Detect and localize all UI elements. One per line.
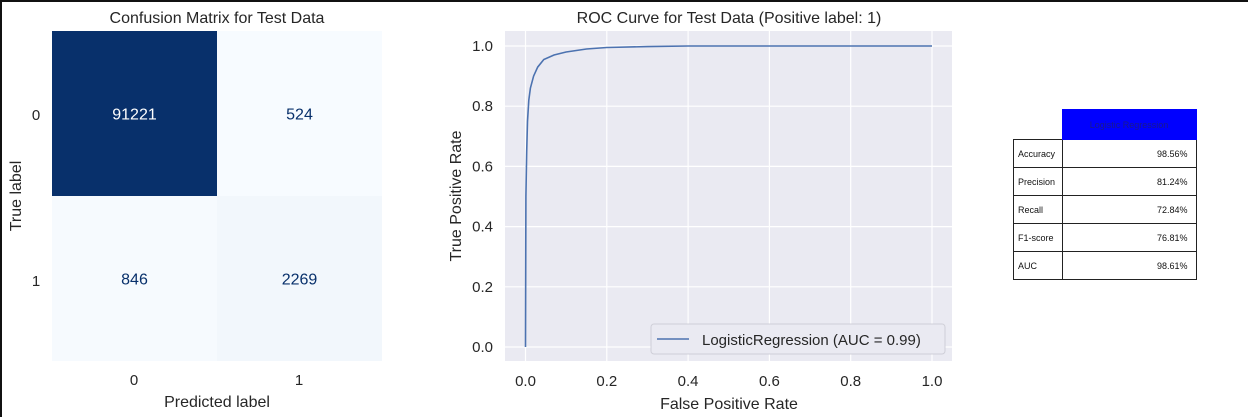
roc-ytick-1: 0.2 — [472, 279, 493, 296]
metric-label: AUC — [1013, 251, 1063, 280]
cm-value-0-1: 524 — [286, 107, 313, 124]
table-row: F1-score 76.81% — [1013, 223, 1197, 252]
window-border-left — [0, 0, 2, 417]
cm-cell-0-1 — [217, 31, 382, 196]
window-border-top — [0, 0, 1248, 2]
roc-ytick-0: 0.0 — [472, 339, 493, 356]
cm-cell-1-0 — [52, 196, 217, 361]
metric-label: Accuracy — [1013, 139, 1063, 168]
roc-ytick-5: 1.0 — [472, 38, 493, 55]
roc-xlabel: False Positive Rate — [660, 396, 798, 413]
roc-ytick-2: 0.4 — [472, 219, 493, 236]
cm-value-0-0: 91221 — [112, 107, 157, 124]
table-row: Accuracy 98.56% — [1013, 139, 1197, 168]
cm-ylabel: True label — [8, 161, 25, 232]
roc-series-line — [524, 45, 932, 348]
roc-xtick-2: 0.4 — [678, 373, 699, 390]
metric-value: 76.81% — [1061, 223, 1197, 252]
cm-cell-0-0 — [52, 31, 217, 196]
confusion-matrix-title: Confusion Matrix for Test Data — [110, 10, 325, 27]
metrics-header-row: Logistic Regression — [1014, 109, 1197, 140]
roc-ylabel: True Positive Rate — [448, 130, 465, 261]
roc-xtick-4: 0.8 — [840, 373, 861, 390]
cm-xtick-1: 1 — [295, 372, 303, 389]
table-row: AUC 98.61% — [1013, 251, 1197, 280]
roc-ytick-3: 0.6 — [472, 158, 493, 175]
cm-cell-1-1 — [217, 196, 382, 361]
roc-legend: LogisticRegression (AUC = 0.99) — [650, 323, 946, 355]
cm-xlabel: Predicted label — [164, 394, 270, 411]
metrics-table: Logistic Regression Accuracy 98.56% Prec… — [1013, 109, 1197, 280]
metrics-corner-cell — [1014, 110, 1063, 140]
metric-value: 98.56% — [1061, 139, 1197, 168]
roc-xtick-3: 0.6 — [759, 373, 780, 390]
roc-ytick-4: 0.8 — [472, 98, 493, 115]
cm-value-1-0: 846 — [121, 272, 148, 289]
confusion-matrix: Confusion Matrix for Test Data 91221 524 8… — [8, 10, 382, 411]
cm-ytick-0: 0 — [32, 107, 40, 124]
charts-canvas: Confusion Matrix for Test Data 91221 524 8… — [8, 10, 952, 413]
cm-ytick-1: 1 — [32, 273, 40, 290]
metric-label: F1-score — [1013, 223, 1063, 252]
cm-xtick-0: 0 — [130, 372, 138, 389]
metric-value: 81.24% — [1061, 167, 1197, 196]
metric-label: Precision — [1013, 167, 1063, 196]
metrics-header-cell: Logistic Regression — [1061, 109, 1197, 140]
roc-xtick-1: 0.2 — [596, 373, 617, 390]
table-row: Precision 81.24% — [1013, 167, 1197, 196]
legend-box — [650, 323, 946, 355]
roc-xtick-5: 1.0 — [922, 373, 943, 390]
legend-label: LogisticRegression (AUC = 0.99) — [702, 332, 921, 349]
roc-plot-area — [505, 31, 952, 361]
table-row: Recall 72.84% — [1013, 195, 1197, 224]
roc-chart: ROC Curve for Test Data (Positive label:… — [448, 10, 952, 413]
roc-xtick-0: 0.0 — [515, 373, 536, 390]
roc-title: ROC Curve for Test Data (Positive label:… — [577, 10, 882, 27]
cm-value-1-1: 2269 — [282, 272, 318, 289]
metric-value: 72.84% — [1061, 195, 1197, 224]
metric-label: Recall — [1013, 195, 1063, 224]
metric-value: 98.61% — [1061, 251, 1197, 280]
